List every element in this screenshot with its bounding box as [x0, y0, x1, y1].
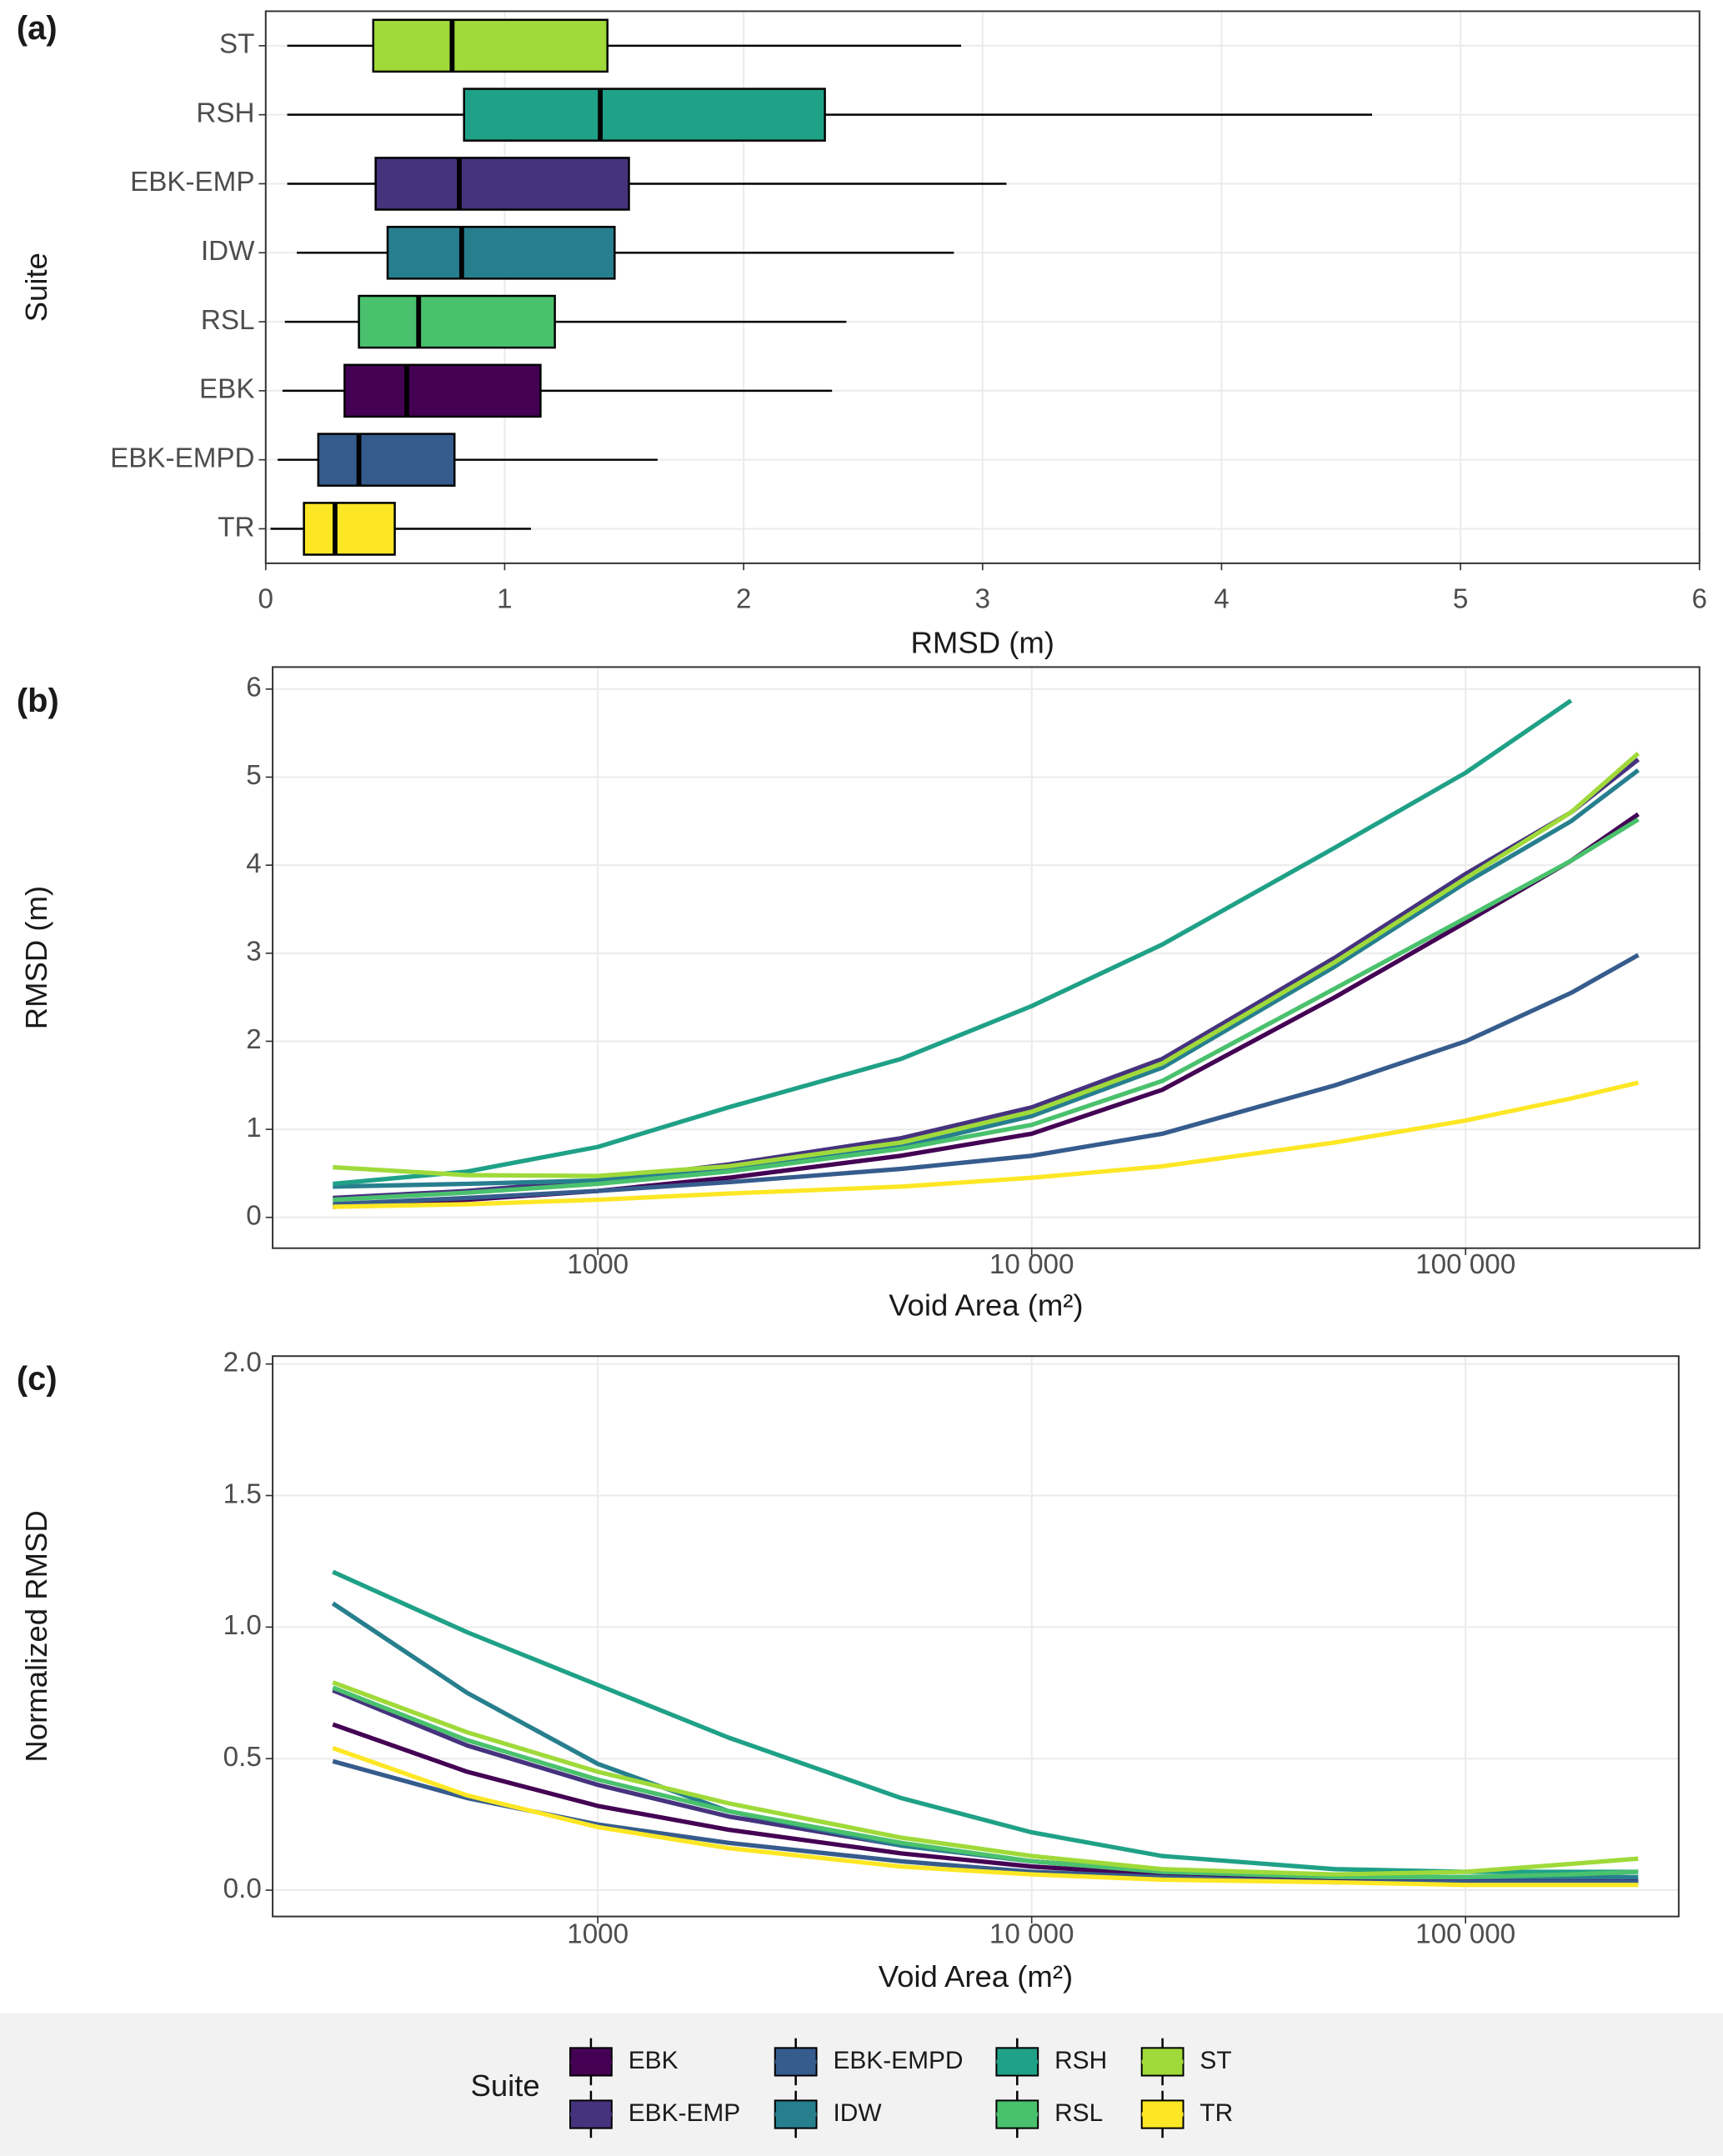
box [343, 363, 542, 418]
y-tick-label: RSH [196, 98, 254, 128]
x-tick-label: 10 000 [989, 1249, 1074, 1280]
y-tick-label: 1.0 [223, 1610, 262, 1641]
box [317, 433, 456, 487]
box [386, 225, 616, 280]
y-tick-label: 1 [246, 1113, 261, 1143]
y-tick-label: 6 [246, 673, 261, 703]
panel-border [272, 666, 1700, 1249]
legend-label: RSL [1054, 2099, 1103, 2127]
y-tick-label: EBK-EMP [130, 167, 254, 198]
panel-background [273, 667, 1700, 1248]
panel-background [273, 1356, 1679, 1917]
x-axis-title: Void Area (m²) [889, 1288, 1083, 1323]
series-line [332, 1685, 1639, 1879]
y-axis-title: Suite [19, 253, 53, 322]
x-tick-label: 100 000 [1415, 1249, 1515, 1280]
series-line [332, 1680, 1639, 1877]
legend-background [0, 2013, 1723, 2156]
x-tick-label: 1 [497, 583, 512, 614]
legend-label: TR [1200, 2099, 1233, 2127]
series-line [333, 953, 1640, 1207]
y-tick-label: 1.5 [223, 1478, 262, 1509]
x-axis-title: RMSD (m) [911, 625, 1054, 659]
series-line [333, 768, 1640, 1189]
panel-border [264, 10, 1700, 564]
x-tick-label: 4 [1214, 583, 1229, 614]
legend-label: RSH [1054, 2047, 1107, 2074]
series-line [332, 1746, 1639, 1888]
y-tick-label: 0.5 [223, 1742, 262, 1773]
box [358, 294, 556, 349]
panel-label: (a) [17, 10, 58, 47]
x-tick-label: 0 [258, 583, 273, 614]
y-tick-label: IDW [201, 236, 255, 267]
y-tick-label: 0 [246, 1200, 261, 1231]
x-tick-label: 2 [736, 583, 751, 614]
y-tick-label: 0.0 [223, 1873, 262, 1904]
series-line [333, 758, 1640, 1201]
y-tick-label: TR [218, 512, 254, 543]
y-tick-label: ST [219, 29, 254, 60]
legend-label: EBK-EMP [629, 2099, 740, 2127]
x-tick-label: 1000 [567, 1919, 629, 1950]
panel-label: (b) [17, 683, 59, 719]
x-tick-label: 5 [1453, 583, 1468, 614]
series-line [332, 1569, 1639, 1874]
box [372, 18, 609, 73]
legend-title: Suite [470, 2068, 539, 2103]
panel-border [272, 1355, 1680, 1918]
y-tick-label: EBK [199, 374, 254, 405]
series-line [333, 1080, 1639, 1209]
legend-label: EBK [629, 2047, 679, 2074]
x-tick-label: 10 000 [989, 1919, 1074, 1950]
y-tick-label: 2 [246, 1024, 261, 1055]
box [374, 157, 630, 211]
x-tick-label: 100 000 [1415, 1919, 1515, 1950]
y-axis-title: RMSD (m) [19, 886, 53, 1029]
series-line [333, 817, 1640, 1203]
y-tick-label: 2.0 [223, 1347, 262, 1378]
x-tick-label: 6 [1692, 583, 1707, 614]
y-tick-label: 4 [246, 848, 261, 879]
series-line [333, 698, 1573, 1187]
y-tick-label: RSL [201, 305, 255, 336]
panel-label: (c) [17, 1361, 58, 1398]
legend-label: IDW [833, 2099, 882, 2127]
x-tick-label: 1000 [567, 1249, 629, 1280]
series-line [333, 752, 1640, 1178]
y-axis-title: Normalized RMSD [19, 1510, 53, 1762]
box [463, 88, 826, 142]
x-axis-title: Void Area (m²) [879, 1959, 1073, 1993]
y-tick-label: EBK-EMPD [110, 443, 254, 473]
legend-label: EBK-EMPD [833, 2047, 963, 2074]
legend-label: ST [1200, 2047, 1231, 2074]
y-tick-label: 3 [246, 937, 261, 968]
x-tick-label: 3 [975, 583, 990, 614]
box [303, 502, 396, 556]
y-tick-label: 5 [246, 760, 261, 791]
